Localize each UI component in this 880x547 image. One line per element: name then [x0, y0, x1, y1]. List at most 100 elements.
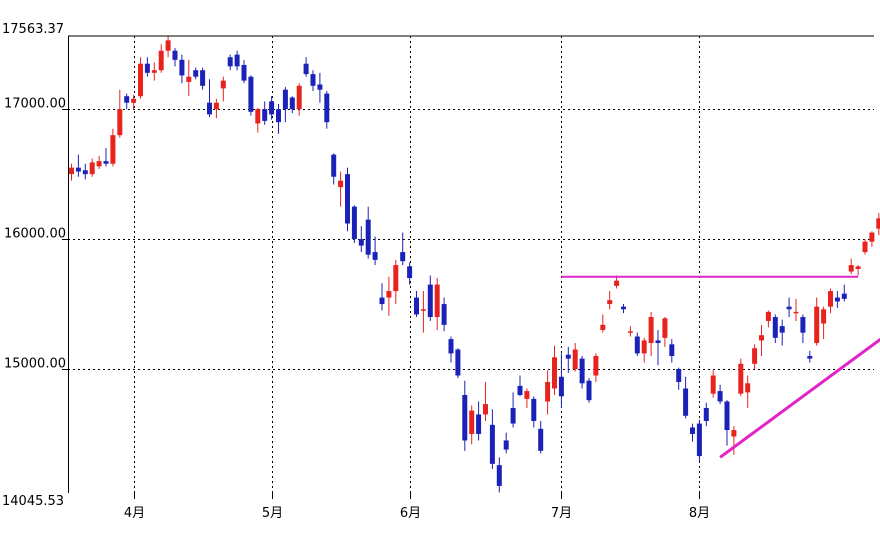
candle-body-down — [200, 70, 206, 86]
candle-body-down — [248, 76, 254, 112]
candle-body-up — [89, 162, 95, 175]
candle-body-up — [814, 306, 820, 344]
candle-body-down — [586, 380, 592, 401]
candle-body-up — [296, 85, 302, 110]
candle-body-down — [379, 297, 385, 305]
candle-body-up — [158, 50, 164, 71]
candle-body-up — [600, 324, 606, 331]
candle-body-down — [234, 54, 240, 67]
candle-body-down — [331, 154, 337, 177]
candle-body-down — [282, 89, 288, 110]
candle-body-up — [614, 280, 620, 286]
candle-body-up — [641, 340, 647, 354]
candle-body-up — [759, 335, 764, 341]
candle-body-up — [469, 410, 475, 434]
candle-body-down — [538, 428, 544, 451]
candle-body-down — [75, 167, 81, 172]
candle-body-up — [607, 300, 613, 305]
candle-layer — [69, 36, 880, 493]
candle-body-up — [131, 98, 137, 103]
x-tick-label: 7月 — [551, 506, 572, 521]
candle-body-down — [172, 50, 178, 60]
candle-body-up — [765, 311, 771, 321]
candle-body-down — [103, 161, 109, 164]
candle-body-up — [855, 266, 861, 269]
candle-body-up — [255, 109, 261, 124]
candle-body-down — [517, 385, 523, 395]
candle-body-up — [710, 375, 716, 394]
candle-body-down — [676, 369, 682, 382]
candle-body-down — [262, 109, 268, 121]
candle-body-up — [738, 363, 744, 394]
candle-body-down — [621, 306, 626, 310]
candle-body-down — [800, 317, 806, 333]
candle-body-up — [648, 317, 654, 344]
candle-body-up — [869, 232, 875, 242]
line-layer — [561, 275, 880, 459]
candle-body-up — [627, 331, 633, 333]
candle-body-up — [862, 241, 868, 253]
candle-body-down — [372, 252, 378, 260]
candle-body-up — [138, 63, 143, 97]
candle-body-down — [696, 423, 702, 457]
candle-body-down — [317, 84, 323, 90]
candle-body-up — [483, 404, 488, 415]
candle-body-down — [772, 317, 778, 338]
candle-body-down — [779, 326, 785, 333]
candle-body-up — [545, 381, 551, 402]
candle-body-down — [241, 65, 247, 81]
candle-body-down — [565, 354, 571, 359]
candle-body-down — [289, 97, 295, 110]
candle-body-up — [745, 383, 751, 393]
candle-body-down — [669, 344, 675, 357]
candle-body-down — [276, 109, 281, 123]
candle-body-up — [117, 109, 123, 136]
candle-body-up — [572, 349, 578, 370]
candle-body-down — [441, 304, 447, 325]
candle-body-down — [724, 401, 730, 431]
y-tick-label: 16000.00 — [4, 227, 66, 242]
candle-body-down — [476, 414, 482, 434]
candle-body-up — [731, 430, 737, 437]
x-tick-label: 6月 — [400, 506, 421, 521]
candle-body-down — [427, 284, 433, 318]
candle-body-up — [524, 391, 530, 399]
candle-body-down — [310, 74, 316, 86]
candle-body-down — [358, 239, 364, 246]
candle-body-up — [752, 348, 758, 364]
candle-body-down — [269, 101, 275, 115]
candle-body-down — [351, 206, 357, 240]
candle-body-up — [338, 180, 344, 188]
candle-body-down — [834, 297, 840, 302]
candle-body-up — [386, 291, 392, 298]
rising-trend-line — [719, 337, 880, 459]
candle-body-up — [110, 135, 116, 164]
candle-body-down — [558, 376, 564, 397]
candle-body-down — [655, 340, 661, 344]
candle-body-up — [828, 291, 833, 307]
candle-body-down — [510, 407, 516, 424]
candle-body-down — [496, 465, 502, 486]
candle-body-down — [144, 63, 150, 73]
candle-body-down — [786, 306, 792, 310]
axis-layer: 17000.00 16000.00 15000.00 17563.37 14045.53… — [2, 22, 874, 521]
candle-body-up — [848, 265, 854, 272]
candle-body-down — [703, 407, 709, 421]
candle-body-down — [345, 174, 350, 224]
candle-body-down — [489, 424, 495, 464]
candle-body-up — [151, 70, 157, 73]
candle-body-down — [531, 398, 537, 421]
candle-body-up — [220, 80, 226, 89]
candle-body-down — [124, 96, 130, 103]
candle-body-down — [179, 59, 185, 76]
y-tick-label: 15000.00 — [4, 357, 66, 372]
y-tick-label: 17000.00 — [4, 97, 66, 112]
candle-body-up — [662, 318, 668, 338]
candle-body-up — [821, 309, 827, 324]
candle-body-up — [876, 218, 880, 229]
candle-body-down — [503, 440, 509, 450]
candle-body-up — [434, 284, 440, 318]
candle-body-down — [841, 293, 847, 299]
